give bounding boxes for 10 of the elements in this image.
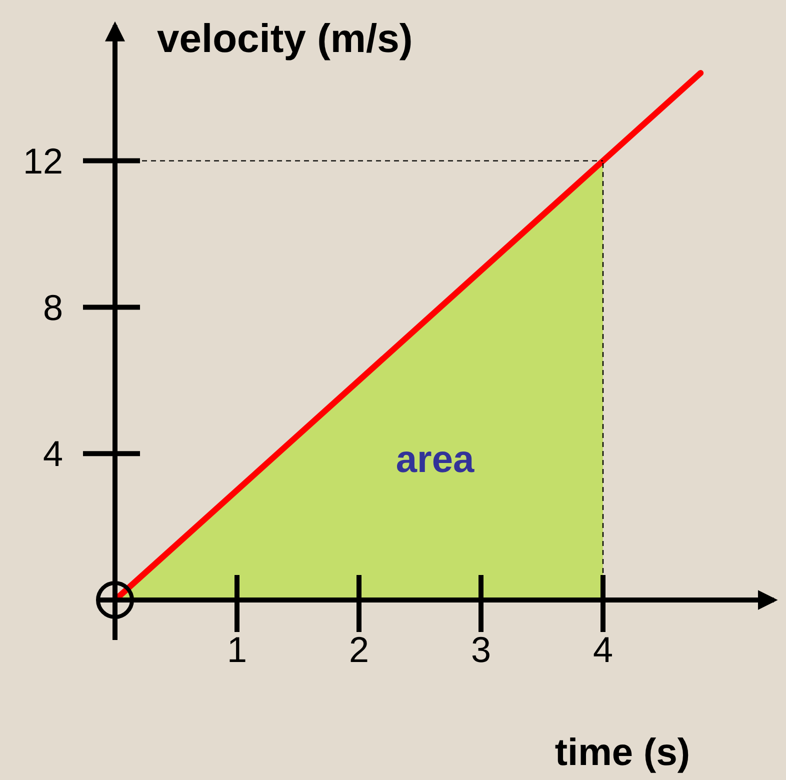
y-axis-title: velocity (m/s) (157, 17, 413, 61)
x-tick-label: 2 (348, 629, 370, 670)
x-tick-label: 4 (592, 629, 614, 670)
x-tick-label: 3 (470, 629, 492, 670)
y-tick-label: 12 (22, 140, 63, 182)
x-tick-label: 1 (226, 629, 248, 670)
y-tick-label: 4 (42, 433, 63, 474)
y-tick-label: 8 (42, 286, 63, 328)
x-axis-title: time (s) (554, 732, 690, 774)
annotation: area (396, 439, 475, 481)
